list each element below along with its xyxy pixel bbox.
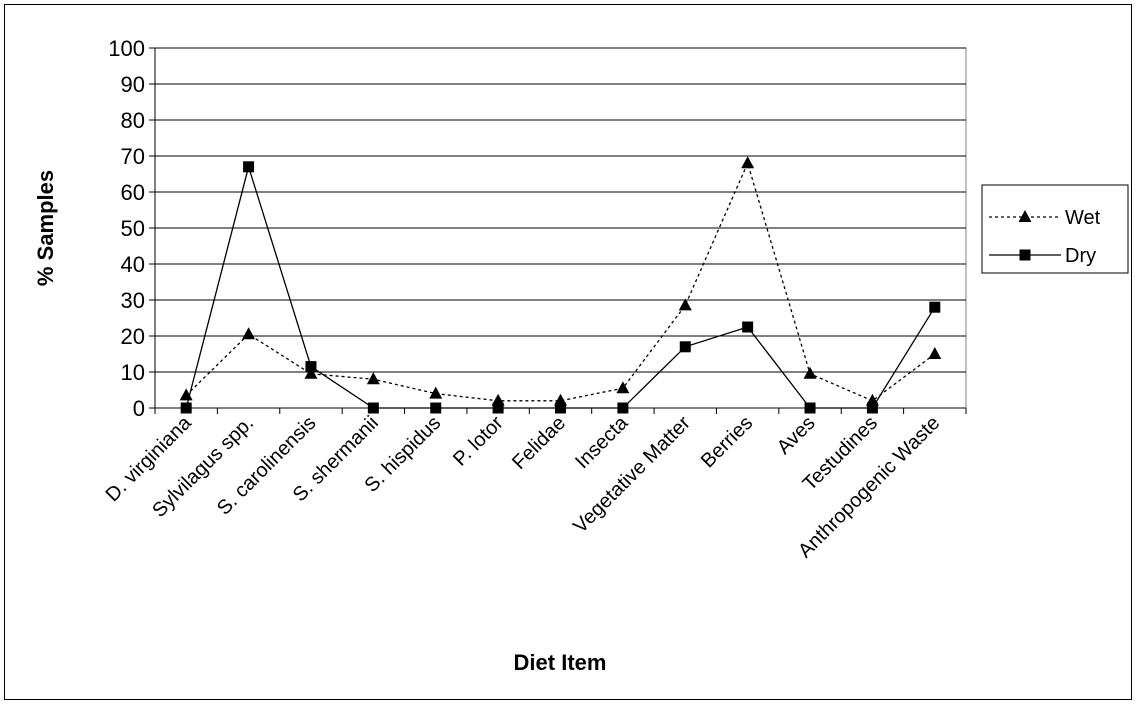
chart-frame: 0 10 20 30 40 50 60 70 80 90 100 D. virginiana Sylvi… xyxy=(4,4,1132,700)
legend-label: Dry xyxy=(1065,245,1096,267)
square-marker xyxy=(430,402,442,414)
triangle-marker xyxy=(616,381,630,394)
y-tick-label: 50 xyxy=(121,216,145,241)
square-marker xyxy=(1019,249,1031,261)
triangle-marker xyxy=(741,156,755,169)
y-tick-label: 70 xyxy=(121,144,145,169)
legend: Wet Dry xyxy=(981,184,1129,274)
triangle-marker xyxy=(803,366,817,379)
triangle-marker xyxy=(678,298,692,311)
y-tick-label: 30 xyxy=(121,288,145,313)
series-dry xyxy=(180,161,941,414)
y-tick-label: 0 xyxy=(133,396,145,421)
square-marker xyxy=(243,161,255,173)
y-tick-label: 20 xyxy=(121,324,145,349)
square-marker xyxy=(305,361,317,373)
square-marker xyxy=(866,402,878,414)
triangle-marker xyxy=(304,366,318,379)
y-axis-title: % Samples xyxy=(33,170,58,286)
x-tick-label: Aves xyxy=(773,412,820,459)
y-tick-label: 40 xyxy=(121,252,145,277)
x-tick-label: Felidae xyxy=(508,412,570,474)
triangle-marker xyxy=(242,327,256,340)
square-marker xyxy=(804,402,816,414)
y-tick-label: 10 xyxy=(121,360,145,385)
x-tick-label: P. lotor xyxy=(449,412,508,471)
triangle-marker xyxy=(366,372,380,385)
legend-box xyxy=(981,184,1129,274)
legend-label: Wet xyxy=(1065,207,1101,229)
x-tick-label: Vegetative Matter xyxy=(569,412,695,538)
x-tick-label: Insecta xyxy=(571,411,633,473)
square-marker xyxy=(742,321,754,333)
grid-lines xyxy=(155,47,966,373)
triangle-marker xyxy=(928,347,942,359)
square-marker xyxy=(555,402,566,414)
triangle-marker xyxy=(429,386,443,399)
x-axis-title: Diet Item xyxy=(514,650,607,675)
y-tick-label: 80 xyxy=(121,108,145,133)
square-marker xyxy=(617,402,629,414)
x-tick-label: Berries xyxy=(697,412,757,472)
y-tick-label: 60 xyxy=(121,180,145,205)
square-marker xyxy=(929,301,941,313)
square-marker xyxy=(367,402,379,414)
square-marker xyxy=(492,402,504,414)
y-tick-label: 90 xyxy=(121,72,145,97)
square-marker xyxy=(679,341,691,353)
y-tick-label: 100 xyxy=(108,36,145,61)
triangle-marker xyxy=(1018,210,1032,222)
series-layer xyxy=(179,156,942,414)
square-marker xyxy=(180,402,192,414)
